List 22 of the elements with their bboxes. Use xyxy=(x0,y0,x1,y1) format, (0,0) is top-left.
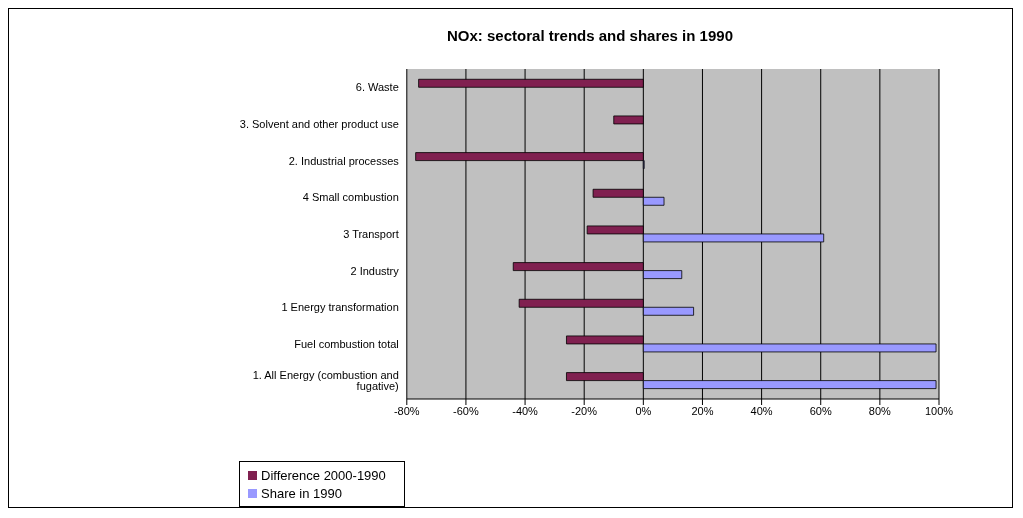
y-tick-label: 2. Industrial processes xyxy=(288,154,400,167)
y-tick-label: 1 Energy transformation xyxy=(281,301,399,314)
x-tick-label: -20% xyxy=(571,404,598,417)
x-tick-label: 80% xyxy=(868,404,892,417)
y-tick-label: 3. Solvent and other product use xyxy=(239,117,399,130)
x-tick-label: -60% xyxy=(453,404,479,417)
chart-title: NOx: sectoral trends and shares in 1990 xyxy=(446,27,734,44)
y-tick-label: 6. Waste xyxy=(355,81,399,94)
y-tick-label: 1. All Energy (combustion and fugative) xyxy=(252,369,399,393)
x-tick-label: -80% xyxy=(393,404,420,417)
x-tick-label: 0% xyxy=(635,404,652,417)
y-tick-label: Fuel combustion total xyxy=(294,337,399,350)
legend-label: Difference 2000-1990 xyxy=(261,468,386,483)
y-tick-label: 2 Industry xyxy=(350,264,400,277)
x-tick-label: 20% xyxy=(691,404,714,417)
x-tick-label: -40% xyxy=(512,404,539,417)
x-tick-label: 40% xyxy=(750,404,773,417)
legend-label: Share in 1990 xyxy=(261,486,342,501)
x-tick-label: 60% xyxy=(809,404,832,417)
x-tick-label: 100% xyxy=(924,404,954,417)
y-tick-label: 4 Small combustion xyxy=(302,191,399,204)
y-tick-label: 3 Transport xyxy=(343,227,399,240)
